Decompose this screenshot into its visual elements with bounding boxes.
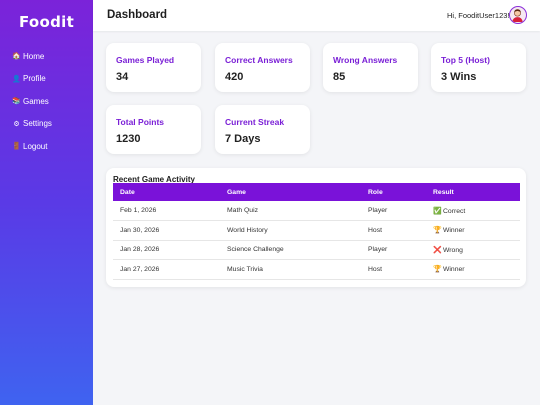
stat-card-correct-answers: Correct Answers 420 (215, 43, 310, 92)
sidebar-item-settings[interactable]: ⚙ Settings (12, 113, 52, 136)
sidebar-item-label: Logout (23, 142, 47, 151)
sidebar-item-label: Games (23, 97, 49, 106)
sidebar-item-games[interactable]: 📚 Games (12, 90, 52, 113)
cell-date: Jan 28, 2026 (113, 240, 220, 260)
trophy-icon: 🏆 (433, 226, 441, 234)
table-row: Feb 1, 2026 Math Quiz Player ✅Correct (113, 201, 520, 221)
column-header-result: Result (426, 183, 520, 201)
sidebar-item-profile[interactable]: 👤 Profile (12, 68, 52, 91)
stat-value: 1230 (116, 133, 140, 145)
activity-table: Date Game Role Result Feb 1, 2026 Math Q… (113, 183, 520, 280)
avatar[interactable] (509, 6, 527, 24)
sidebar-nav: 🏠 Home 👤 Profile 📚 Games ⚙ Settings 🚪 Lo… (12, 45, 52, 158)
cell-result: ✅Correct (426, 201, 520, 221)
column-header-role: Role (361, 183, 426, 201)
games-icon: 📚 (12, 97, 21, 105)
table-row: Jan 28, 2026 Science Challenge Player ❌W… (113, 240, 520, 260)
cell-date: Jan 27, 2026 (113, 260, 220, 280)
cell-date: Feb 1, 2026 (113, 201, 220, 221)
stat-label: Games Played (116, 55, 174, 65)
cell-game: Music Trivia (220, 260, 361, 280)
profile-icon: 👤 (12, 75, 21, 83)
stat-label: Current Streak (225, 117, 284, 127)
stat-card-games-played: Games Played 34 (106, 43, 201, 92)
stat-card-top5-host: Top 5 (Host) 3 Wins (431, 43, 526, 92)
result-text: Correct (443, 208, 465, 215)
user-avatar-icon (510, 7, 525, 22)
cell-game: Math Quiz (220, 201, 361, 221)
stat-value: 420 (225, 71, 243, 83)
cell-date: Jan 30, 2026 (113, 221, 220, 241)
stat-value: 3 Wins (441, 71, 476, 83)
result-text: Winner (443, 227, 465, 234)
column-header-date: Date (113, 183, 220, 201)
column-header-game: Game (220, 183, 361, 201)
stat-card-total-points: Total Points 1230 (106, 105, 201, 154)
stat-label: Wrong Answers (333, 55, 397, 65)
logout-icon: 🚪 (12, 142, 21, 150)
sidebar-item-home[interactable]: 🏠 Home (12, 45, 52, 68)
sidebar-item-label: Home (23, 52, 44, 61)
sidebar-item-label: Profile (23, 74, 46, 83)
stat-card-current-streak: Current Streak 7 Days (215, 105, 310, 154)
app-logo[interactable]: Foodit (0, 13, 93, 31)
cell-game: Science Challenge (220, 240, 361, 260)
cell-role: Player (361, 201, 426, 221)
stat-value: 34 (116, 71, 128, 83)
cell-result: 🏆Winner (426, 260, 520, 280)
stat-card-wrong-answers: Wrong Answers 85 (323, 43, 418, 92)
user-greeting: Hi, FooditUser123! (447, 11, 510, 20)
stat-value: 85 (333, 71, 345, 83)
cell-game: World History (220, 221, 361, 241)
table-row: Jan 27, 2026 Music Trivia Host 🏆Winner (113, 260, 520, 280)
recent-activity-panel: Recent Game Activity Date Game Role Resu… (106, 168, 526, 287)
home-icon: 🏠 (12, 52, 21, 60)
sidebar: Foodit 🏠 Home 👤 Profile 📚 Games ⚙ Settin… (0, 0, 93, 405)
stat-label: Total Points (116, 117, 164, 127)
result-text: Wrong (443, 247, 463, 254)
cell-role: Player (361, 240, 426, 260)
sidebar-item-label: Settings (23, 119, 52, 128)
cell-role: Host (361, 221, 426, 241)
stat-label: Top 5 (Host) (441, 55, 490, 65)
trophy-icon: 🏆 (433, 265, 441, 273)
cell-role: Host (361, 260, 426, 280)
cell-result: 🏆Winner (426, 221, 520, 241)
check-icon: ✅ (433, 207, 441, 215)
gear-icon: ⚙ (12, 120, 21, 128)
stat-value: 7 Days (225, 133, 260, 145)
result-text: Winner (443, 266, 465, 273)
cell-result: ❌Wrong (426, 240, 520, 260)
page-title: Dashboard (107, 9, 167, 21)
cross-icon: ❌ (433, 246, 441, 254)
table-header-row: Date Game Role Result (113, 183, 520, 201)
sidebar-item-logout[interactable]: 🚪 Logout (12, 135, 52, 158)
stat-label: Correct Answers (225, 55, 293, 65)
table-row: Jan 30, 2026 World History Host 🏆Winner (113, 221, 520, 241)
top-bar: Dashboard Hi, FooditUser123! (93, 0, 540, 31)
